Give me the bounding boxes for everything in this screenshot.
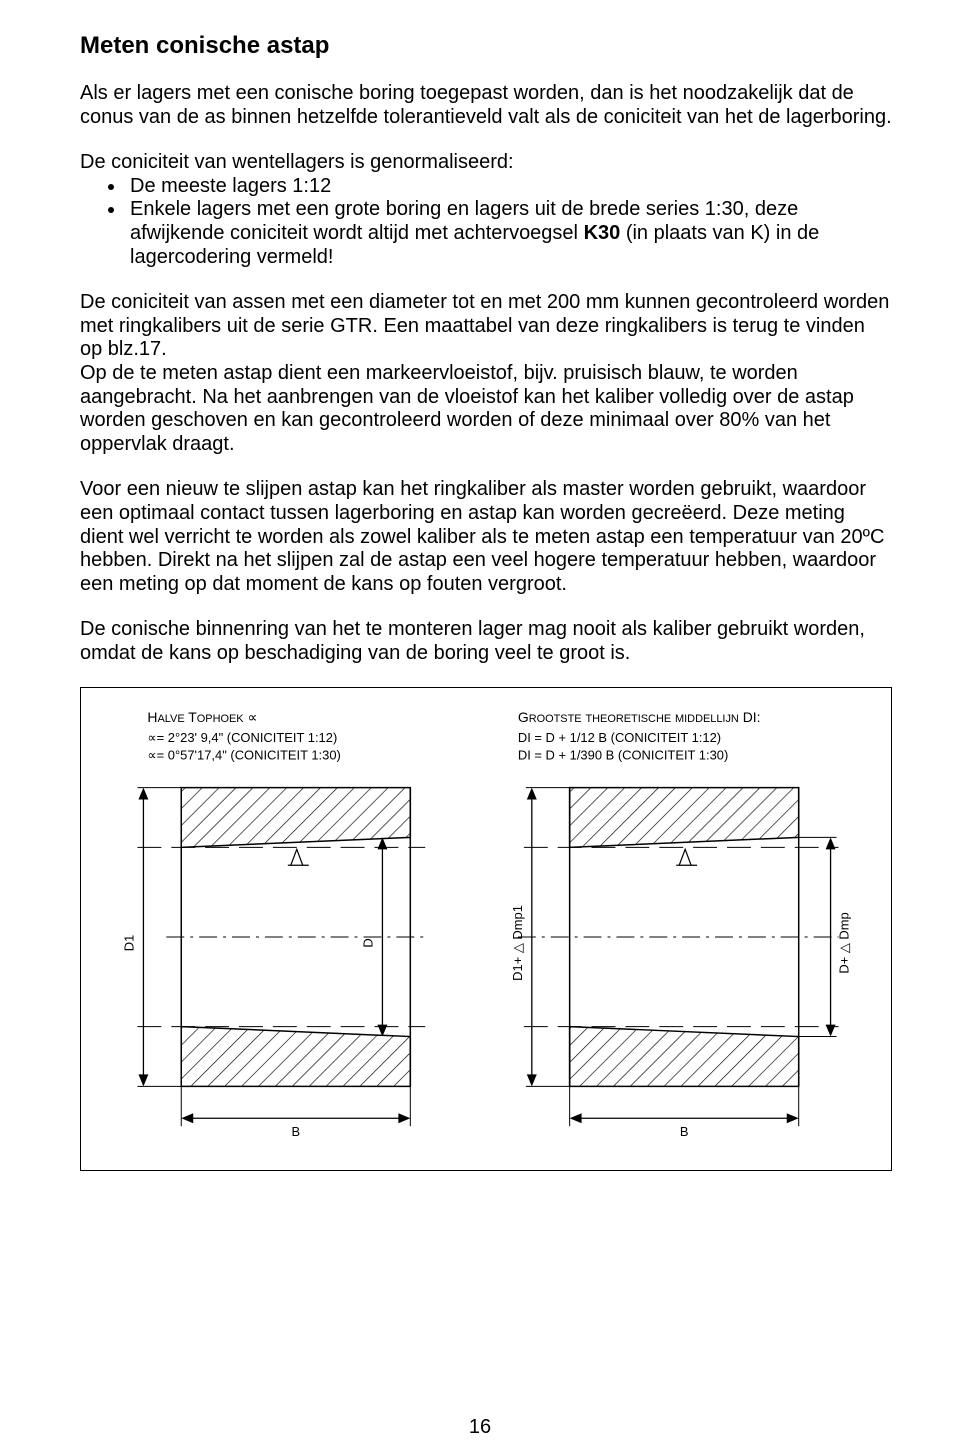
list-item: De meeste lagers 1:12 (126, 175, 892, 199)
left-bottom-hatch (181, 1027, 410, 1087)
right-label-b: B (680, 1125, 689, 1140)
list-item: Enkele lagers met een grote boring en la… (126, 198, 892, 269)
right-line2: DI = D + 1/390 B (CONICITEIT 1:30) (518, 748, 728, 763)
paragraph-5: Voor een nieuw te slijpen astap kan het … (80, 478, 892, 596)
left-label-d: D (360, 939, 375, 948)
right-label-d1: D1+ △ Dmp1 (510, 906, 525, 982)
bullet-list: De meeste lagers 1:12 Enkele lagers met … (80, 175, 892, 269)
technical-figure: HALVE TOPHOEK ∝ ∝= 2°23' 9,4" (CONICITEI… (80, 687, 892, 1171)
list-item-bold: K30 (584, 222, 621, 244)
right-finish-symbol (676, 850, 697, 866)
figure-svg: HALVE TOPHOEK ∝ ∝= 2°23' 9,4" (CONICITEI… (81, 688, 891, 1170)
right-bottom-hatch (570, 1027, 799, 1087)
paragraph-1: Als er lagers met een conische boring to… (80, 82, 892, 129)
left-top-hatch (181, 788, 410, 848)
paragraph-3: De coniciteit van assen met een diameter… (80, 291, 892, 456)
paragraph-2-intro: De coniciteit van wentellagers is genorm… (80, 151, 892, 175)
page-number: 16 (0, 1416, 960, 1439)
right-line1: DI = D + 1/12 B (CONICITEIT 1:12) (518, 730, 721, 745)
right-top-hatch (570, 788, 799, 848)
paragraph-6: De conische binnenring van het te monter… (80, 618, 892, 665)
right-label-d: D+ △ Dmp (836, 913, 851, 974)
left-title: HALVE TOPHOEK ∝ (147, 709, 257, 725)
left-line1: ∝= 2°23' 9,4" (CONICITEIT 1:12) (147, 730, 337, 745)
left-label-d1: D1 (121, 935, 136, 952)
paragraph-3-text: De coniciteit van assen met een diameter… (80, 291, 889, 360)
paragraph-4-text: Op de te meten astap dient een markeervl… (80, 362, 854, 455)
figure-left: HALVE TOPHOEK ∝ ∝= 2°23' 9,4" (CONICITEI… (121, 709, 425, 1139)
left-dim-b: B (181, 1087, 410, 1140)
right-title: GROOTSTE THEORETISCHE MIDDELLIJN DI: (518, 709, 761, 725)
figure-right: GROOTSTE THEORETISCHE MIDDELLIJN DI: DI … (510, 709, 852, 1139)
page-title: Meten conische astap (80, 32, 892, 60)
left-finish-symbol (288, 850, 309, 866)
left-label-b: B (291, 1125, 300, 1140)
right-dim-b: B (570, 1087, 799, 1140)
left-line2: ∝= 0°57'17,4" (CONICITEIT 1:30) (147, 748, 340, 763)
